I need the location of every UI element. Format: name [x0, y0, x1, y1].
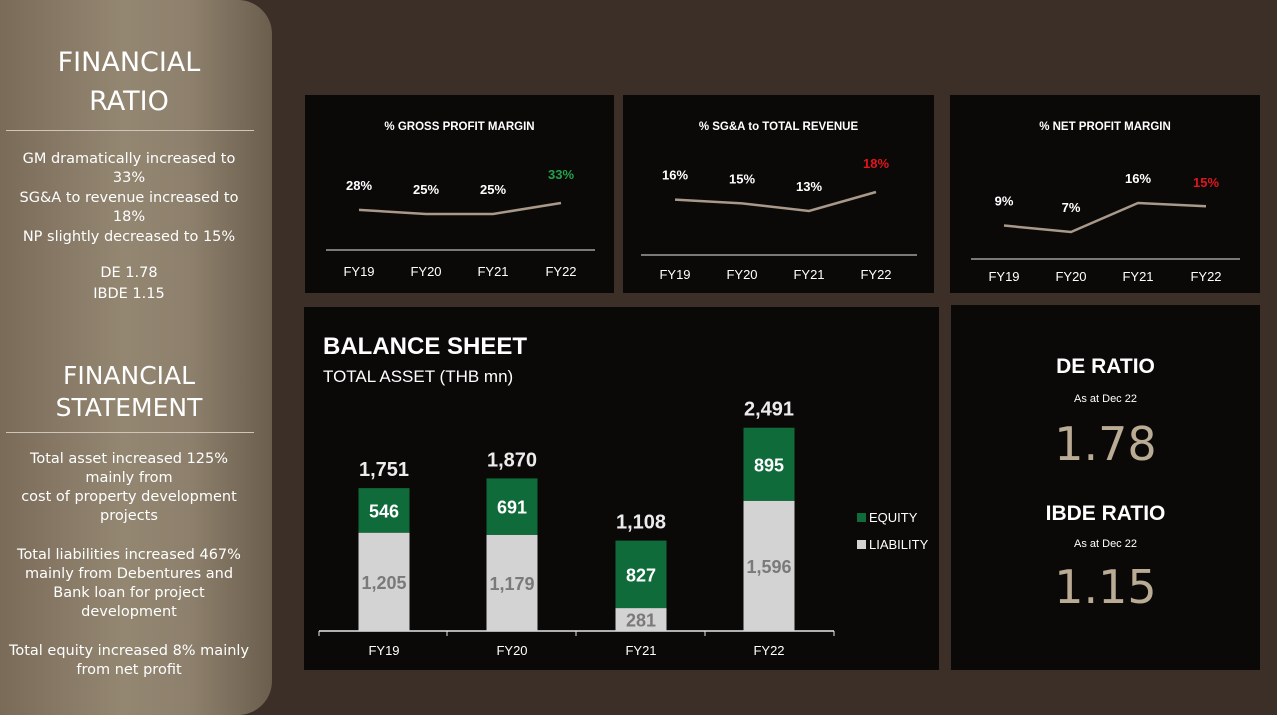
total-value-label: 1,751 — [359, 459, 409, 481]
liability-bar — [358, 532, 410, 631]
liability-value-label: 1,205 — [361, 573, 406, 593]
ratio-text-line: SG&A to revenue increased to — [19, 190, 239, 206]
total-value-label: 1,108 — [616, 512, 666, 534]
liability-bar — [743, 500, 795, 631]
statement-text-line: Total liabilities increased 467% — [17, 547, 241, 563]
de-ratio-value: 1.78 — [1054, 417, 1157, 471]
x-tick-label: FY22 — [753, 643, 784, 658]
x-tick-label: FY22 — [545, 264, 576, 279]
divider — [6, 130, 254, 131]
x-tick-label: FY19 — [343, 264, 374, 279]
equity-bar — [743, 427, 795, 501]
data-label: 13% — [796, 179, 822, 194]
sidebar: FINANCIAL RATIO GM dramatically increase… — [0, 0, 272, 715]
ibde-line: IBDE 1.15 — [93, 286, 165, 302]
de-line: DE 1.78 — [100, 265, 158, 281]
statement-heading-line-2: STATEMENT — [55, 393, 203, 422]
liability-bar — [486, 534, 538, 631]
liability-value-label: 1,596 — [746, 557, 791, 577]
statement-text-line: cost of property development — [21, 489, 237, 505]
data-label: 15% — [729, 171, 755, 186]
statement-text-line: Total equity increased 8% mainly — [8, 643, 250, 659]
equity-bar — [358, 488, 410, 533]
equity-value-label: 546 — [369, 501, 399, 521]
x-tick-label: FY19 — [659, 267, 690, 282]
ibde-ratio-value: 1.15 — [1054, 560, 1157, 614]
data-label: 18% — [863, 156, 889, 171]
statement-text-line: projects — [100, 508, 158, 524]
x-tick-label: FY20 — [410, 264, 441, 279]
ratio-text-line: NP slightly decreased to 15% — [22, 229, 236, 245]
data-label: 33% — [548, 167, 574, 182]
sga-revenue-panel: % SG&A to TOTAL REVENUE 16% 15% 13% 18% FY19… — [623, 95, 934, 293]
statement-text-line: mainly from Debentures and — [24, 566, 234, 582]
equity-value-label: 827 — [626, 565, 656, 585]
balance-sheet-title: BALANCE SHEET — [323, 333, 528, 360]
statement-text-line: Bank loan for project — [53, 585, 205, 601]
data-label: 9% — [995, 194, 1014, 209]
total-value-label: 1,870 — [487, 449, 537, 471]
series-line — [1003, 201, 1207, 234]
x-tick-label: FY20 — [726, 267, 757, 282]
de-ratio-title: DE RATIO — [1056, 355, 1155, 378]
x-tick-label: FY22 — [1190, 269, 1221, 284]
net-profit-margin-chart: 9% 7% 16% 15% FY19 FY20 FY21 FY22 — [971, 171, 1240, 284]
sga-revenue-chart: 16% 15% 13% 18% FY19 FY20 FY21 FY22 — [641, 156, 917, 282]
statement-heading-line-1: FINANCIAL — [62, 361, 196, 390]
series-line — [358, 201, 562, 216]
x-tick-label: FY20 — [1055, 269, 1086, 284]
data-label: 16% — [662, 168, 688, 183]
equity-bar — [615, 540, 667, 609]
x-tick-label: FY21 — [477, 264, 508, 279]
balance-sheet-subtitle: TOTAL ASSET (THB mn) — [323, 367, 514, 386]
data-label: 15% — [1193, 175, 1219, 190]
total-value-label: 2,491 — [744, 399, 794, 421]
legend-equity-label: EQUITY — [869, 510, 918, 525]
equity-bar — [486, 478, 538, 535]
ratio-text-line: 18% — [112, 209, 146, 225]
x-tick-label: FY20 — [496, 643, 527, 658]
liability-value-label: 1,179 — [489, 574, 534, 594]
legend-liability-swatch — [857, 540, 866, 549]
divider — [6, 432, 254, 433]
ratio-heading-line-1: FINANCIAL — [57, 47, 201, 78]
x-tick-label: FY21 — [625, 643, 656, 658]
x-tick-label: FY19 — [368, 643, 399, 658]
balance-sheet-chart: 1,205 546 1,751 FY19 1,179 691 1,870 FY20 281 827… — [318, 399, 929, 658]
ibde-ratio-title: IBDE RATIO — [1045, 502, 1166, 525]
gross-profit-margin-panel: % GROSS PROFIT MARGIN 28% 25% 25% 33% FY19 FY… — [305, 95, 614, 293]
data-label: 7% — [1062, 200, 1081, 215]
balance-sheet-panel: BALANCE SHEET TOTAL ASSET (THB mn) 1,205… — [304, 307, 939, 670]
statement-text-line: from net profit — [76, 662, 182, 678]
ratio-heading-line-2: RATIO — [89, 86, 169, 117]
liability-bar — [615, 608, 667, 631]
data-label: 16% — [1125, 171, 1151, 186]
data-label: 25% — [480, 182, 506, 197]
ibde-ratio-date: As at Dec 22 — [1074, 538, 1137, 550]
statement-text-line: development — [81, 604, 177, 620]
ratio-text-line: 33% — [112, 170, 146, 186]
net-profit-margin-panel: % NET PROFIT MARGIN 9% 7% 16% 15% FY19 FY20 FY… — [950, 95, 1260, 293]
liability-value-label: 281 — [626, 611, 656, 631]
equity-value-label: 895 — [754, 455, 784, 475]
series-line — [674, 190, 877, 213]
gross-profit-margin-chart: 28% 25% 25% 33% FY19 FY20 FY21 FY22 — [326, 167, 595, 279]
data-label: 28% — [346, 178, 372, 193]
de-ratio-date: As at Dec 22 — [1074, 393, 1137, 405]
x-tick-label: FY22 — [860, 267, 891, 282]
statement-text-line: mainly from — [85, 470, 173, 486]
x-tick-label: FY21 — [1122, 269, 1153, 284]
data-label: 25% — [413, 182, 439, 197]
legend-equity-swatch — [857, 513, 866, 522]
ratio-text-line: GM dramatically increased to — [22, 151, 236, 167]
x-tick-label: FY21 — [793, 267, 824, 282]
legend-liability-label: LIABILITY — [869, 537, 929, 552]
statement-text-line: Total asset increased 125% — [29, 451, 229, 467]
chart-title: % NET PROFIT MARGIN — [1039, 121, 1171, 133]
ratio-panel: DE RATIO As at Dec 22 1.78 IBDE RATIO As… — [951, 305, 1260, 670]
equity-value-label: 691 — [497, 498, 527, 518]
x-tick-label: FY19 — [988, 269, 1019, 284]
chart-title: % GROSS PROFIT MARGIN — [384, 121, 535, 133]
chart-title: % SG&A to TOTAL REVENUE — [698, 121, 859, 133]
